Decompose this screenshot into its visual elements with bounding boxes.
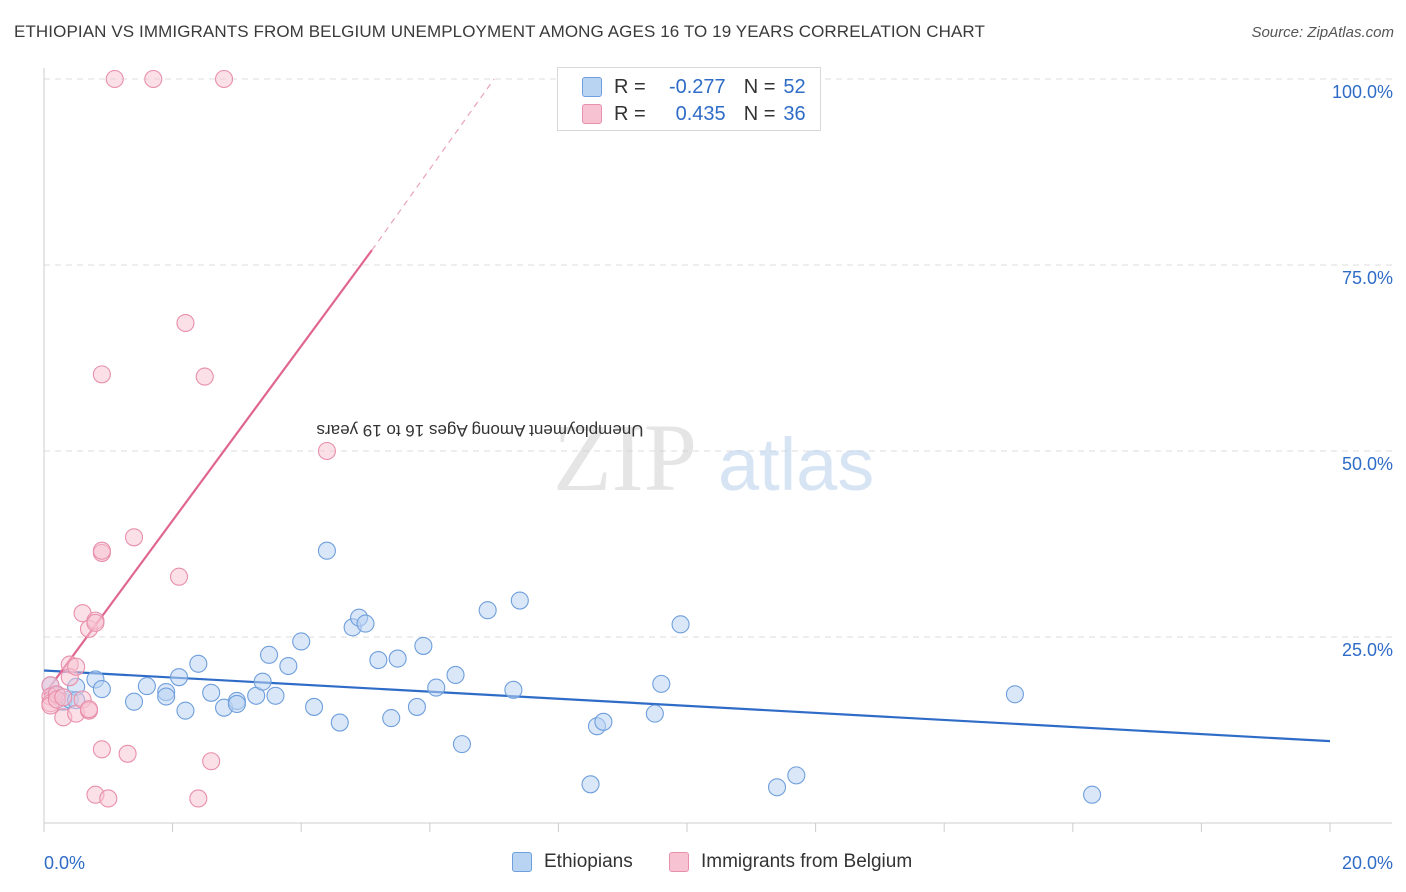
point-belgium-35 [317, 441, 336, 461]
point-ethiopians-35 [414, 636, 433, 655]
r-value-belgium: 0.435 [675, 102, 726, 125]
point-ethiopians-50 [1005, 685, 1024, 704]
point-belgium-30 [176, 313, 195, 333]
point-belgium-16 [79, 700, 99, 719]
point-belgium-31 [189, 789, 208, 808]
point-ethiopians-51 [1083, 785, 1102, 804]
legend-item-belgium[interactable]: Immigrants from Belgium [669, 851, 912, 873]
point-ethiopians-24 [292, 632, 311, 651]
point-ethiopians-36 [427, 678, 446, 697]
point-ethiopians-22 [266, 686, 285, 705]
n-value-ethiopians: 52 [783, 75, 806, 98]
point-ethiopians-45 [645, 704, 664, 723]
point-ethiopians-13 [176, 701, 195, 720]
point-ethiopians-18 [227, 694, 246, 714]
legend-item-ethiopians[interactable]: Ethiopians [512, 851, 633, 873]
point-belgium-32 [195, 367, 214, 386]
trend-line-belgium-extension [371, 78, 495, 251]
point-belgium-21 [92, 541, 111, 560]
belgium-legend-swatch [669, 852, 689, 872]
point-belgium-28 [144, 69, 163, 89]
data-points [41, 69, 1102, 808]
point-ethiopians-31 [369, 651, 388, 670]
point-belgium-26 [118, 744, 137, 763]
n-value-belgium: 36 [783, 102, 806, 125]
point-ethiopians-9 [137, 677, 156, 696]
point-ethiopians-41 [510, 591, 529, 610]
point-belgium-25 [105, 69, 124, 89]
tick-labels: 25.0% 50.0% 75.0% 100.0% 0.0% 20.0% [44, 82, 1393, 873]
legend-label-ethiopians: Ethiopians [544, 851, 633, 872]
point-ethiopians-33 [388, 649, 407, 668]
point-ethiopians-49 [787, 766, 806, 785]
point-ethiopians-11 [157, 687, 176, 706]
point-ethiopians-23 [279, 656, 298, 676]
point-ethiopians-25 [305, 697, 324, 716]
legend-label-belgium: Immigrants from Belgium [701, 851, 913, 872]
point-ethiopians-27 [330, 713, 349, 732]
y-tick-label-3: 100.0% [1332, 82, 1393, 102]
chart-source: Source: ZipAtlas.com [1251, 24, 1394, 41]
watermark: ZIP atlas [553, 404, 874, 511]
point-ethiopians-38 [452, 735, 472, 754]
ethiopians-legend-swatch [512, 852, 532, 872]
n-label: N = [743, 75, 776, 98]
y-tick-label-1: 50.0% [1342, 454, 1393, 474]
y-axis-label-text: Unemployment Among Ages 16 to 19 years [316, 421, 644, 440]
point-belgium-22 [92, 740, 111, 759]
point-ethiopians-7 [92, 680, 111, 699]
point-ethiopians-8 [124, 692, 144, 711]
point-ethiopians-39 [478, 601, 497, 620]
point-ethiopians-44 [594, 712, 613, 731]
y-tick-label-2: 75.0% [1342, 268, 1393, 288]
point-belgium-34 [214, 69, 234, 89]
point-belgium-24 [99, 789, 118, 808]
point-ethiopians-14 [189, 654, 208, 673]
r-label: R = [614, 102, 646, 125]
r-value-ethiopians: -0.277 [668, 75, 726, 98]
point-ethiopians-32 [382, 709, 401, 728]
point-ethiopians-26 [317, 541, 336, 560]
point-ethiopians-21 [259, 645, 279, 664]
ethiopians-swatch [582, 77, 602, 97]
x-tick-label-1: 20.0% [1342, 853, 1393, 873]
point-ethiopians-37 [446, 665, 465, 684]
point-ethiopians-40 [504, 680, 523, 699]
point-ethiopians-30 [356, 614, 375, 633]
point-belgium-33 [202, 752, 221, 771]
point-belgium-27 [124, 528, 144, 547]
point-belgium-23 [92, 365, 111, 384]
legend-row-belgium: R = 0.435 N = 36 [582, 101, 806, 127]
point-ethiopians-42 [581, 775, 600, 794]
point-belgium-29 [169, 567, 189, 586]
point-ethiopians-47 [671, 615, 690, 634]
chart-title: ETHIOPIAN VS IMMIGRANTS FROM BELGIUM UNE… [14, 22, 985, 41]
belgium-swatch [582, 104, 602, 124]
point-ethiopians-20 [253, 672, 272, 691]
point-ethiopians-12 [169, 668, 189, 687]
point-belgium-11 [67, 657, 86, 676]
r-label: R = [614, 75, 646, 98]
x-tick-label-0: 0.0% [44, 853, 85, 873]
watermark-atlas: atlas [718, 423, 874, 506]
point-ethiopians-15 [202, 683, 221, 702]
legend-row-ethiopians: R = -0.277 N = 52 [582, 74, 806, 100]
stats-legend: R = -0.277 N = 52 R = 0.435 N = 36 [557, 67, 821, 131]
point-ethiopians-46 [652, 674, 671, 693]
point-belgium-6 [54, 688, 73, 707]
n-label: N = [743, 102, 776, 125]
point-belgium-19 [86, 613, 105, 632]
y-tick-label-0: 25.0% [1342, 640, 1393, 660]
grid-lines [44, 78, 1392, 638]
point-ethiopians-48 [767, 778, 787, 797]
series-legend: Ethiopians Immigrants from Belgium [0, 851, 1406, 879]
watermark-zip: ZIP [553, 404, 697, 511]
point-ethiopians-34 [407, 697, 426, 716]
